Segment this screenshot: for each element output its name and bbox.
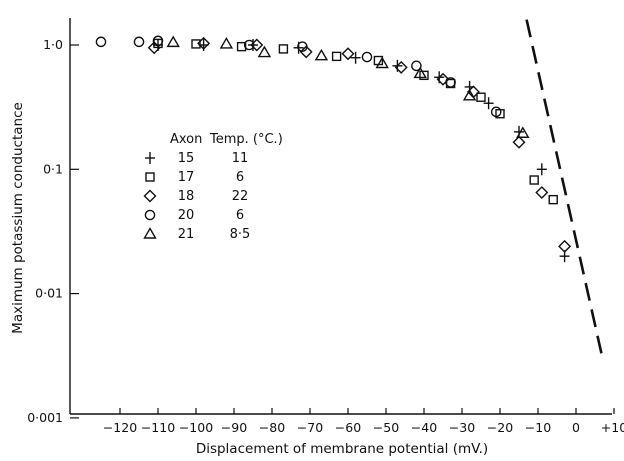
legend-axon: 21 bbox=[178, 227, 195, 242]
x-tick-label: −80 bbox=[259, 420, 285, 435]
legend-temp: 22 bbox=[232, 189, 249, 204]
data-point-square bbox=[191, 39, 201, 49]
legend-axon: 17 bbox=[178, 170, 195, 185]
data-point-circle bbox=[361, 51, 373, 63]
x-tick-label: −60 bbox=[335, 420, 361, 435]
legend-symbol-circle bbox=[144, 209, 156, 221]
data-point-triangle bbox=[413, 66, 427, 79]
y-axis-title: Maximum potassium conductance bbox=[10, 102, 26, 334]
legend-header-temp: Temp. (°C.) bbox=[209, 132, 283, 147]
y-tick-label: 1·0 bbox=[43, 37, 63, 52]
legend-symbol-diamond bbox=[143, 189, 157, 203]
data-points bbox=[95, 35, 572, 263]
data-point-circle bbox=[490, 106, 502, 118]
x-tick-label: −50 bbox=[373, 420, 399, 435]
legend-temp: 11 bbox=[232, 151, 249, 166]
x-tick-label: −20 bbox=[487, 420, 513, 435]
legend-axon: 15 bbox=[178, 151, 195, 166]
fit-line-group bbox=[525, 19, 604, 359]
data-point-circle bbox=[445, 77, 456, 88]
data-point-square bbox=[476, 92, 486, 102]
data-point-circle bbox=[152, 35, 164, 47]
x-tick-label: −30 bbox=[449, 420, 475, 435]
data-point-circle bbox=[95, 36, 107, 48]
data-point-circle bbox=[133, 36, 145, 48]
data-point-square bbox=[529, 175, 539, 185]
data-point-diamond bbox=[394, 60, 408, 74]
data-point-triangle bbox=[314, 48, 329, 61]
y-tick-label: 0·01 bbox=[35, 286, 63, 301]
data-point-diamond bbox=[299, 45, 313, 59]
data-point-square bbox=[331, 51, 342, 62]
data-point-square bbox=[236, 41, 247, 52]
data-point-diamond bbox=[341, 47, 355, 61]
data-point-diamond bbox=[197, 36, 211, 50]
data-point-plus bbox=[483, 97, 494, 110]
data-point-triangle bbox=[166, 35, 180, 48]
legend-symbol-triangle bbox=[143, 227, 157, 239]
x-tick-label: −10 bbox=[525, 420, 551, 435]
data-point-triangle bbox=[375, 56, 389, 69]
fit-line bbox=[525, 19, 604, 359]
x-tick-label: −40 bbox=[411, 420, 437, 435]
legend-symbol-plus bbox=[145, 152, 155, 164]
data-point-square bbox=[419, 70, 429, 81]
x-axis-title: Displacement of membrane potential (mV.) bbox=[196, 441, 488, 457]
legend-symbol-square bbox=[145, 172, 155, 182]
y-tick-label: 0·1 bbox=[43, 161, 63, 176]
x-tick-label: 0 bbox=[572, 420, 580, 435]
legend-header-axon: Axon bbox=[170, 132, 202, 147]
x-tick-label: −100 bbox=[179, 420, 213, 435]
data-point-circle bbox=[243, 39, 255, 51]
data-point-square bbox=[548, 194, 558, 205]
x-ticks: −120 −110 −100 −90 −80 −70 −60 −50 −40 −30 −20 −10 0… bbox=[103, 408, 624, 435]
x-tick-label: −70 bbox=[297, 420, 323, 435]
data-point-triangle bbox=[257, 45, 272, 58]
data-point-plus bbox=[536, 163, 547, 176]
legend-temp: 6 bbox=[236, 170, 244, 185]
data-point-diamond bbox=[558, 239, 572, 253]
y-tick-label: 0·001 bbox=[27, 410, 63, 425]
legend-axon: 20 bbox=[178, 208, 195, 223]
data-point-circle bbox=[411, 60, 422, 72]
legend: Axon Temp. (°C.) 15 11 17 6 18 22 20 6 21 8·5 bbox=[143, 132, 283, 242]
x-tick-label: −120 bbox=[103, 420, 137, 435]
data-point-triangle bbox=[462, 88, 477, 101]
legend-temp: 8·5 bbox=[230, 227, 251, 242]
y-ticks: 1·0 0·1 0·01 0·001 bbox=[27, 37, 79, 425]
axes bbox=[69, 18, 612, 415]
data-point-plus bbox=[248, 39, 258, 51]
data-point-square bbox=[278, 44, 289, 54]
x-tick-label: −110 bbox=[141, 420, 175, 435]
data-point-triangle bbox=[516, 126, 530, 138]
data-point-triangle bbox=[219, 37, 234, 49]
x-tick-label: −90 bbox=[221, 420, 247, 435]
data-point-diamond bbox=[436, 72, 450, 86]
legend-axon: 18 bbox=[178, 189, 195, 204]
data-point-plus bbox=[350, 51, 361, 64]
x-tick-label: +10 bbox=[601, 420, 624, 435]
data-point-diamond bbox=[535, 186, 549, 200]
data-point-circle bbox=[297, 41, 308, 52]
data-point-diamond bbox=[512, 135, 526, 149]
legend-temp: 6 bbox=[236, 208, 244, 223]
